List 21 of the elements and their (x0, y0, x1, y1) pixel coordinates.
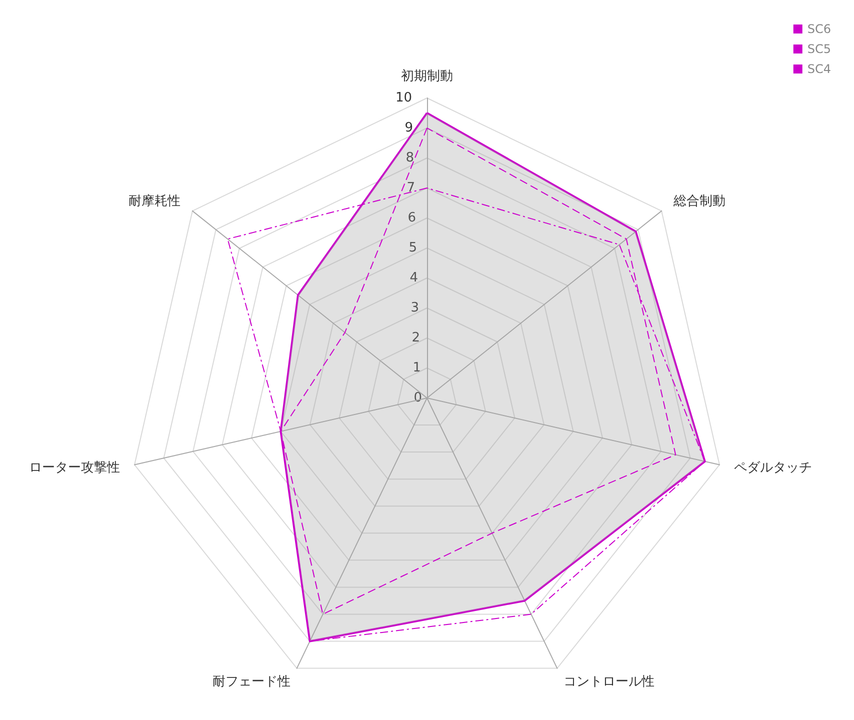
legend-label: SC4 (807, 62, 832, 76)
y-tick-label: 8 (406, 150, 414, 166)
y-tick-label: 5 (408, 240, 417, 256)
spoke-label: 初期制動 (401, 69, 453, 84)
y-tick-label: 7 (406, 180, 415, 196)
spoke-label: 耐摩耗性 (128, 194, 181, 210)
spoke-label: 耐フェード性 (212, 674, 290, 690)
legend-label: SC5 (807, 42, 832, 56)
y-tick-label: 2 (412, 330, 420, 346)
y-tick-label: 0 (414, 390, 422, 406)
spoke-label: ペダルタッチ (734, 460, 812, 476)
y-tick-label: 9 (404, 120, 413, 136)
spoke-label: ローター攻撃性 (28, 460, 120, 476)
y-tick-label: 4 (410, 270, 418, 286)
y-tick-label: 1 (412, 360, 421, 376)
spoke-label: コントロール性 (564, 674, 655, 690)
y-tick-label: 6 (408, 210, 416, 226)
legend-label: SC6 (807, 22, 832, 36)
y-tick-label: 10 (395, 90, 412, 106)
spoke-label: 総合制動 (672, 194, 726, 210)
y-tick-label: 3 (410, 300, 419, 316)
